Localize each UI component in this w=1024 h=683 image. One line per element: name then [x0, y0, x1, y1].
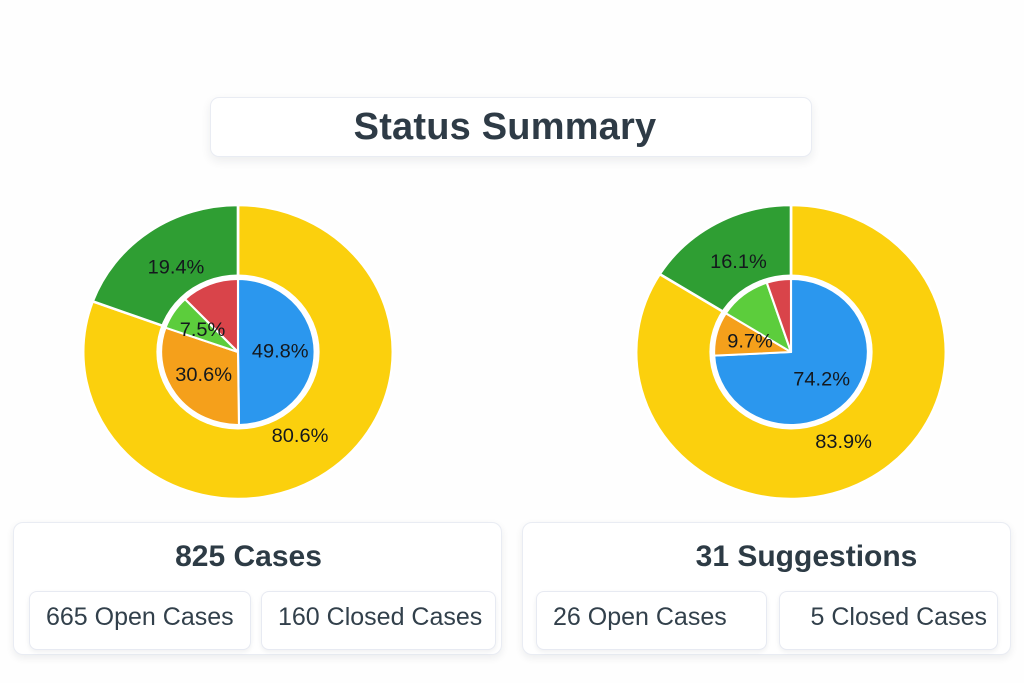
open-suggestions-stat[interactable]: 26 Open Cases: [536, 591, 767, 650]
pie-slice-label: 80.6%: [272, 426, 329, 447]
cases-pie-chart: 80.6% 19.4% 49.8% 30.6% 7.5%: [81, 203, 395, 501]
page-title-card: Status Summary: [210, 97, 812, 157]
pie-slice-label: 19.4%: [148, 257, 205, 278]
closed-suggestions-label: 5 Closed Cases: [810, 603, 987, 631]
suggestions-pie-inner-slice-red[interactable]: [765, 278, 793, 353]
open-suggestions-label: 26 Open Cases: [553, 603, 727, 631]
cases-summary-card: 825 Cases 665 Open Cases 160 Closed Case…: [13, 522, 502, 655]
suggestions-pie-chart: 83.9% 16.1% 74.2% 9.7%: [634, 203, 948, 501]
pie-slice-label: 83.9%: [815, 431, 872, 452]
cases-pie-inner-slice-blue[interactable]: [236, 278, 316, 426]
pie-slice-label: 7.5%: [180, 319, 226, 340]
cases-pie-inner-slice-red[interactable]: [183, 278, 240, 353]
cases-pie-inner-slice-orange[interactable]: [160, 326, 241, 426]
open-cases-label: 665 Open Cases: [46, 603, 234, 631]
suggestions-total-title: 31 Suggestions: [695, 540, 918, 573]
pie-slice-label: 16.1%: [710, 251, 767, 272]
pie-slice-label: 30.6%: [175, 365, 232, 386]
pie-slice-label: 9.7%: [727, 331, 773, 352]
closed-cases-stat[interactable]: 160 Closed Cases: [261, 591, 496, 650]
page-title: Status Summary: [353, 105, 657, 148]
pie-slice-label: 74.2%: [793, 369, 850, 390]
open-cases-stat[interactable]: 665 Open Cases: [29, 591, 251, 650]
suggestions-pie-outer-slice-open[interactable]: [634, 203, 948, 501]
closed-suggestions-stat[interactable]: 5 Closed Cases: [779, 591, 998, 650]
cases-total-title: 825 Cases: [175, 540, 322, 573]
closed-cases-label: 160 Closed Cases: [278, 603, 483, 631]
suggestions-summary-card: 31 Suggestions 26 Open Cases 5 Closed Ca…: [522, 522, 1011, 655]
pie-slice-label: 49.8%: [252, 341, 309, 362]
